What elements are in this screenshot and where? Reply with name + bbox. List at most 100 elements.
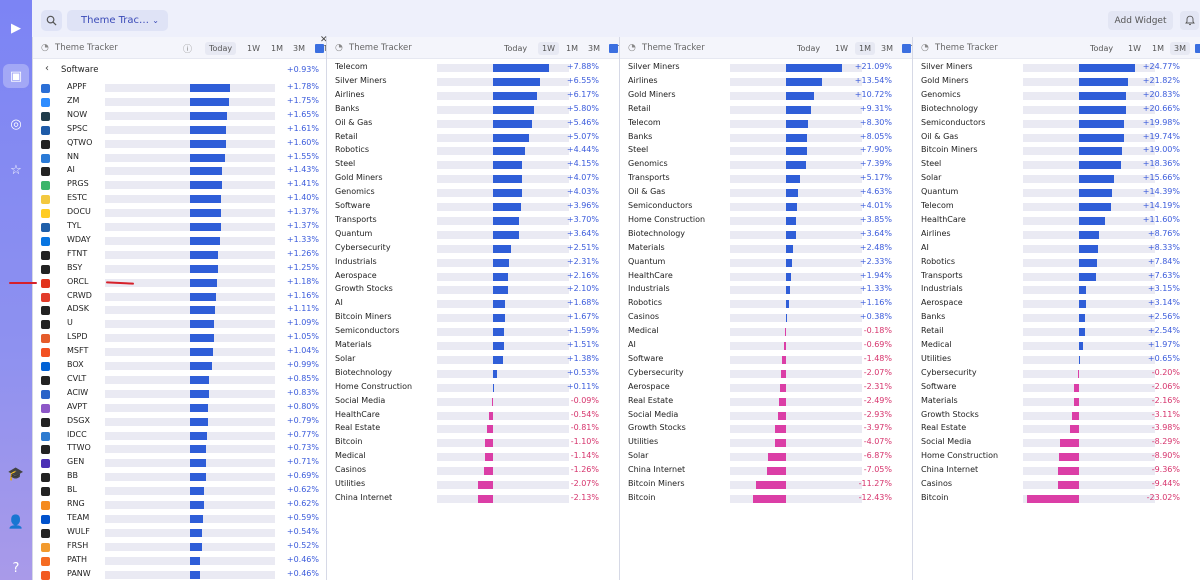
ticker-row[interactable]: AI +1.43% — [33, 164, 327, 178]
theme-row[interactable]: Home Construction +3.85% — [620, 214, 913, 228]
ticker-row[interactable]: DOCU +1.37% — [33, 206, 327, 220]
theme-row[interactable]: Gold Miners +4.07% — [327, 172, 620, 186]
timeframe-1m[interactable]: 1M — [855, 42, 875, 55]
ticker-row[interactable]: TYL +1.37% — [33, 220, 327, 234]
ticker-row[interactable]: PATH +0.46% — [33, 554, 327, 568]
ticker-row[interactable]: WULF +0.54% — [33, 526, 327, 540]
user-icon[interactable]: 👤 — [7, 514, 25, 530]
timeframe-today[interactable]: Today — [797, 44, 821, 53]
theme-row[interactable]: Steel +4.15% — [327, 158, 620, 172]
theme-row[interactable]: Silver Miners +21.09% — [620, 61, 913, 75]
theme-row[interactable]: Gold Miners +10.72% — [620, 89, 913, 103]
ticker-row[interactable]: PANW +0.46% — [33, 568, 327, 580]
theme-row[interactable]: Industrials +3.15% — [913, 283, 1200, 297]
theme-row[interactable]: Transports +5.17% — [620, 172, 913, 186]
theme-row[interactable]: Solar -6.87% — [620, 450, 913, 464]
back-chevron-icon[interactable]: ‹ — [45, 63, 49, 74]
theme-row[interactable]: Semiconductors +19.98% — [913, 117, 1200, 131]
theme-row[interactable]: Retail +9.31% — [620, 103, 913, 117]
timeframe-3m[interactable]: 3M — [1170, 42, 1190, 55]
theme-row[interactable]: Oil & Gas +4.63% — [620, 186, 913, 200]
ticker-row[interactable]: NOW +1.65% — [33, 109, 327, 123]
theme-row[interactable]: Biotechnology +0.53% — [327, 367, 620, 381]
theme-row[interactable]: Steel +7.90% — [620, 144, 913, 158]
theme-row[interactable]: Aerospace +2.16% — [327, 270, 620, 284]
donut-icon[interactable]: ◎ — [10, 116, 22, 132]
theme-row[interactable]: Utilities -4.07% — [620, 436, 913, 450]
ticker-row[interactable]: ADSK +1.11% — [33, 303, 327, 317]
theme-row[interactable]: AI +8.33% — [913, 242, 1200, 256]
theme-row[interactable]: Genomics +20.83% — [913, 89, 1200, 103]
theme-row[interactable]: Robotics +1.16% — [620, 297, 913, 311]
ticker-row[interactable]: LSPD +1.05% — [33, 331, 327, 345]
ticker-row[interactable]: TTWO +0.73% — [33, 442, 327, 456]
theme-row[interactable]: Social Media -8.29% — [913, 436, 1200, 450]
search-button[interactable] — [41, 10, 62, 31]
theme-row[interactable]: Medical -1.14% — [327, 450, 620, 464]
theme-row[interactable]: Bitcoin Miners -11.27% — [620, 478, 913, 492]
theme-row[interactable]: Medical +1.97% — [913, 339, 1200, 353]
theme-row[interactable]: Bitcoin Miners +1.67% — [327, 311, 620, 325]
timeframe-3m[interactable]: 3M — [881, 44, 893, 53]
theme-row[interactable]: Solar +15.66% — [913, 172, 1200, 186]
theme-row[interactable]: HealthCare -0.54% — [327, 409, 620, 423]
timeframe-3m[interactable]: 3M — [293, 44, 305, 53]
timeframe-1w[interactable]: 1W — [247, 44, 260, 53]
theme-select-dropdown[interactable]: Theme Trac… ⌄ — [67, 10, 168, 31]
timeframe-today[interactable]: Today — [1090, 44, 1114, 53]
theme-row[interactable]: Silver Miners +6.55% — [327, 75, 620, 89]
ticker-row[interactable]: NN +1.55% — [33, 151, 327, 165]
theme-row[interactable]: Aerospace -2.31% — [620, 381, 913, 395]
timeframe-1m[interactable]: 1M — [566, 44, 578, 53]
theme-row[interactable]: Bitcoin -23.02% — [913, 492, 1200, 506]
color-toggle-icon[interactable] — [609, 44, 618, 53]
theme-row[interactable]: Biotechnology +3.64% — [620, 228, 913, 242]
color-toggle-icon[interactable] — [1195, 44, 1200, 53]
theme-row[interactable]: Banks +2.56% — [913, 311, 1200, 325]
theme-row[interactable]: Quantum +14.39% — [913, 186, 1200, 200]
theme-row[interactable]: Airlines +8.76% — [913, 228, 1200, 242]
theme-row[interactable]: China Internet -2.13% — [327, 492, 620, 506]
color-toggle-icon[interactable] — [902, 44, 911, 53]
theme-row[interactable]: Retail +5.07% — [327, 131, 620, 145]
timeframe-3m[interactable]: 3M — [588, 44, 600, 53]
ticker-row[interactable]: ACIW +0.83% — [33, 387, 327, 401]
theme-row[interactable]: Social Media -2.93% — [620, 409, 913, 423]
color-toggle-icon[interactable] — [315, 44, 324, 53]
info-icon[interactable]: ⓘ — [183, 45, 193, 55]
theme-row[interactable]: Solar +1.38% — [327, 353, 620, 367]
ticker-row[interactable]: AVPT +0.80% — [33, 401, 327, 415]
ticker-row[interactable]: U +1.09% — [33, 317, 327, 331]
theme-row[interactable]: Utilities +0.65% — [913, 353, 1200, 367]
theme-row[interactable]: Casinos +0.38% — [620, 311, 913, 325]
theme-row[interactable]: Growth Stocks -3.11% — [913, 409, 1200, 423]
ticker-row[interactable]: CVLT +0.85% — [33, 373, 327, 387]
theme-row[interactable]: Utilities -2.07% — [327, 478, 620, 492]
play-logo-icon[interactable]: ▶ — [11, 20, 21, 36]
graduation-cap-icon[interactable]: 🎓 — [7, 466, 25, 482]
theme-row[interactable]: Industrials +2.31% — [327, 256, 620, 270]
theme-row[interactable]: Real Estate -3.98% — [913, 422, 1200, 436]
theme-row[interactable]: Oil & Gas +19.74% — [913, 131, 1200, 145]
theme-row[interactable]: Materials -2.16% — [913, 395, 1200, 409]
theme-row[interactable]: Robotics +4.44% — [327, 144, 620, 158]
theme-row[interactable]: Steel +18.36% — [913, 158, 1200, 172]
theme-row[interactable]: Banks +5.80% — [327, 103, 620, 117]
timeframe-1w[interactable]: 1W — [538, 42, 559, 55]
ticker-row[interactable]: WDAY +1.33% — [33, 234, 327, 248]
theme-row[interactable]: Industrials +1.33% — [620, 283, 913, 297]
ticker-row[interactable]: DSGX +0.79% — [33, 415, 327, 429]
theme-row[interactable]: Materials +1.51% — [327, 339, 620, 353]
theme-row[interactable]: Genomics +7.39% — [620, 158, 913, 172]
theme-row[interactable]: Semiconductors +4.01% — [620, 200, 913, 214]
theme-row[interactable]: Banks +8.05% — [620, 131, 913, 145]
theme-row[interactable]: Cybersecurity -0.20% — [913, 367, 1200, 381]
ticker-row[interactable]: GEN +0.71% — [33, 456, 327, 470]
ticker-row[interactable]: SPSC +1.61% — [33, 123, 327, 137]
theme-row[interactable]: Silver Miners +24.77% — [913, 61, 1200, 75]
theme-row[interactable]: HealthCare +11.60% — [913, 214, 1200, 228]
theme-row[interactable]: China Internet -7.05% — [620, 464, 913, 478]
help-icon[interactable]: ? — [12, 560, 20, 576]
theme-row[interactable]: AI +1.68% — [327, 297, 620, 311]
ticker-row[interactable]: ZM +1.75% — [33, 95, 327, 109]
